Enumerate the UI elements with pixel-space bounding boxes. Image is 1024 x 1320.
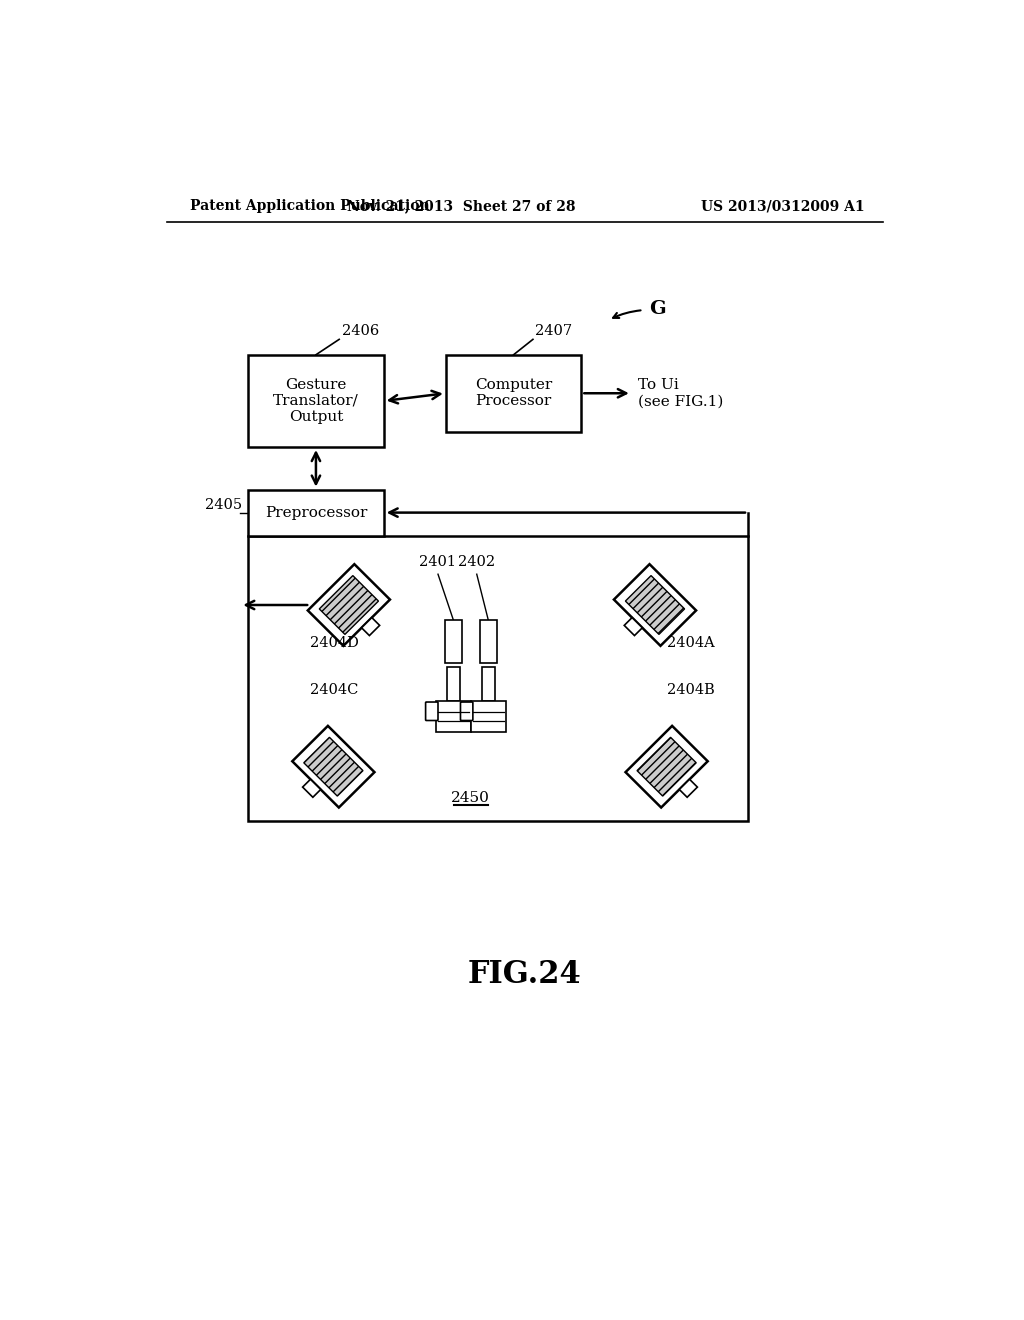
Text: Computer
Processor: Computer Processor xyxy=(475,378,552,408)
Polygon shape xyxy=(626,576,685,635)
Bar xyxy=(480,620,497,663)
Text: Preprocessor: Preprocessor xyxy=(265,506,368,520)
Bar xyxy=(435,701,471,733)
FancyBboxPatch shape xyxy=(461,702,473,721)
Bar xyxy=(248,355,384,447)
Bar xyxy=(445,620,462,663)
Polygon shape xyxy=(637,738,696,796)
Bar xyxy=(445,355,582,432)
Bar xyxy=(248,490,384,536)
Text: 2404C: 2404C xyxy=(310,682,358,697)
Text: US 2013/0312009 A1: US 2013/0312009 A1 xyxy=(700,199,864,213)
Text: 2404A: 2404A xyxy=(667,636,715,651)
Text: 2450: 2450 xyxy=(452,791,490,804)
Text: 2405: 2405 xyxy=(206,498,243,512)
Polygon shape xyxy=(292,726,375,808)
Text: Patent Application Publication: Patent Application Publication xyxy=(190,199,430,213)
Text: G: G xyxy=(649,300,666,318)
Text: FIG.24: FIG.24 xyxy=(468,960,582,990)
Bar xyxy=(471,701,506,733)
Polygon shape xyxy=(361,618,380,635)
FancyBboxPatch shape xyxy=(426,702,438,721)
Polygon shape xyxy=(303,779,321,797)
Bar xyxy=(447,667,460,701)
Text: 2402: 2402 xyxy=(458,556,496,569)
Text: 2401: 2401 xyxy=(420,556,457,569)
Text: 2407: 2407 xyxy=(536,323,572,338)
Text: 2404D: 2404D xyxy=(310,636,359,651)
Polygon shape xyxy=(304,738,362,796)
Text: Gesture
Translator/
Output: Gesture Translator/ Output xyxy=(273,378,358,424)
Polygon shape xyxy=(308,564,390,645)
Text: 2404B: 2404B xyxy=(667,682,715,697)
Polygon shape xyxy=(319,576,379,635)
Polygon shape xyxy=(679,779,697,797)
Polygon shape xyxy=(625,618,642,635)
Text: To Ui
(see FIG.1): To Ui (see FIG.1) xyxy=(638,378,723,408)
Polygon shape xyxy=(626,726,708,808)
Bar xyxy=(248,536,748,821)
Bar xyxy=(482,667,495,701)
Text: Nov. 21, 2013  Sheet 27 of 28: Nov. 21, 2013 Sheet 27 of 28 xyxy=(347,199,575,213)
Text: 2406: 2406 xyxy=(342,323,379,338)
Polygon shape xyxy=(614,564,696,645)
